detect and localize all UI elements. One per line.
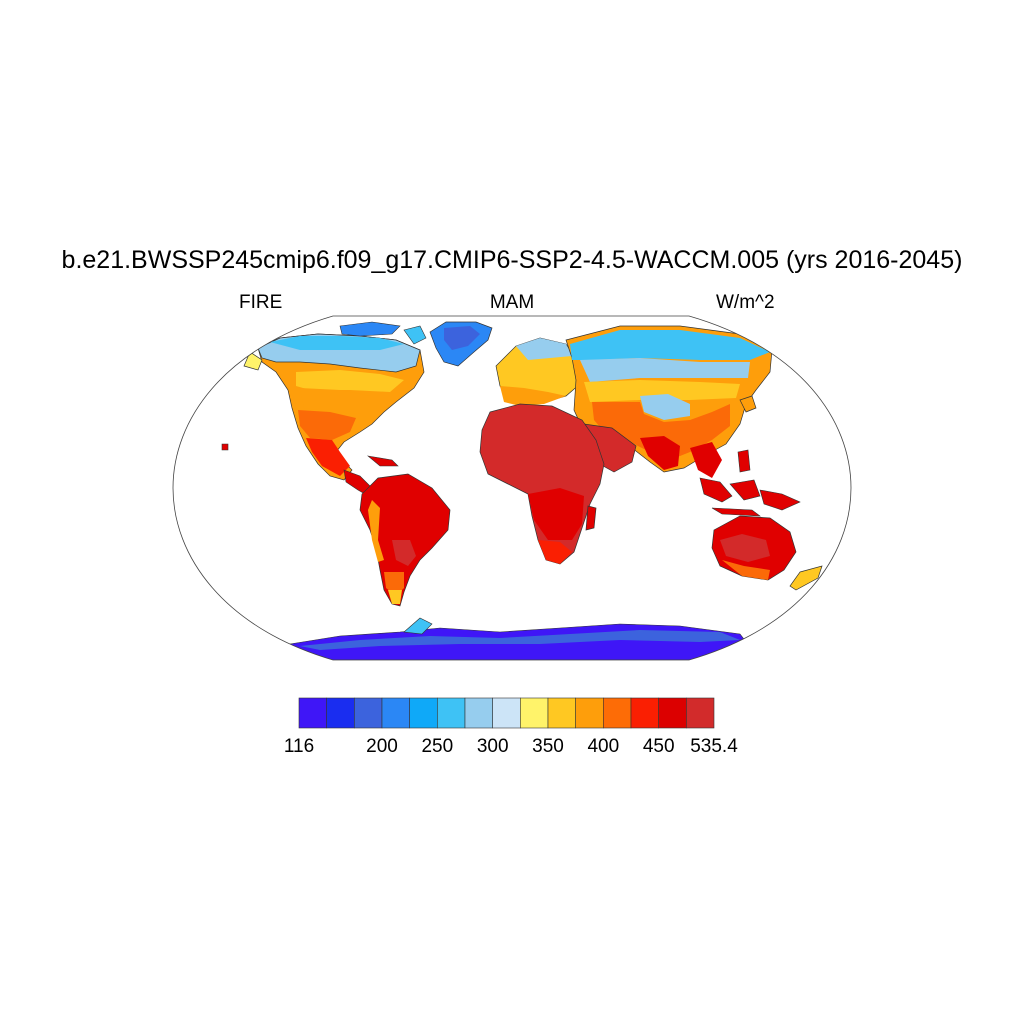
colorbar-tick-label: 116 bbox=[284, 736, 314, 757]
colorbar-box bbox=[298, 697, 327, 729]
arctic-islands bbox=[339, 321, 427, 345]
variable-label: FIRE bbox=[239, 292, 283, 313]
colorbar-box bbox=[381, 697, 410, 729]
colorbar-box bbox=[437, 697, 466, 729]
colorbar-box bbox=[492, 697, 521, 729]
colorbar-box bbox=[354, 697, 383, 729]
colorbar-box bbox=[658, 697, 687, 729]
globe-outline bbox=[172, 315, 852, 661]
colorbar-box bbox=[464, 697, 493, 729]
colorbar-box bbox=[686, 697, 715, 729]
units-label: W/m^2 bbox=[716, 292, 775, 313]
colorbar-box bbox=[603, 697, 632, 729]
colorbar-tick-label: 535.4 bbox=[690, 736, 738, 757]
season-label: MAM bbox=[489, 292, 535, 313]
antarctica bbox=[279, 617, 761, 660]
colorbar-tick-label: 350 bbox=[532, 736, 564, 757]
colorbar-box bbox=[575, 697, 604, 729]
colorbar-box bbox=[547, 697, 576, 729]
colorbar-boxes bbox=[298, 697, 715, 729]
europe bbox=[495, 337, 581, 406]
colorbar-box bbox=[409, 697, 438, 729]
colorbar-box bbox=[326, 697, 355, 729]
colorbar-box bbox=[630, 697, 659, 729]
indonesia bbox=[699, 449, 801, 517]
colorbar-box bbox=[520, 697, 549, 729]
north-america bbox=[243, 333, 425, 481]
colorbar-tick-label: 300 bbox=[477, 736, 509, 757]
colorbar-ticks: 116 200 250 300 350 400 450 535.4 bbox=[284, 736, 738, 757]
colorbar-tick-label: 250 bbox=[421, 736, 453, 757]
south-america bbox=[359, 473, 451, 607]
africa bbox=[479, 403, 605, 565]
greenland bbox=[429, 321, 493, 367]
chart-title: b.e21.BWSSP245cmip6.f09_g17.CMIP6-SSP2-4… bbox=[61, 246, 963, 274]
colorbar-tick-label: 200 bbox=[366, 736, 398, 757]
colorbar-tick-label: 450 bbox=[643, 736, 675, 757]
colorbar-tick-label: 400 bbox=[587, 736, 619, 757]
australia bbox=[711, 515, 823, 591]
map-content bbox=[173, 316, 851, 660]
